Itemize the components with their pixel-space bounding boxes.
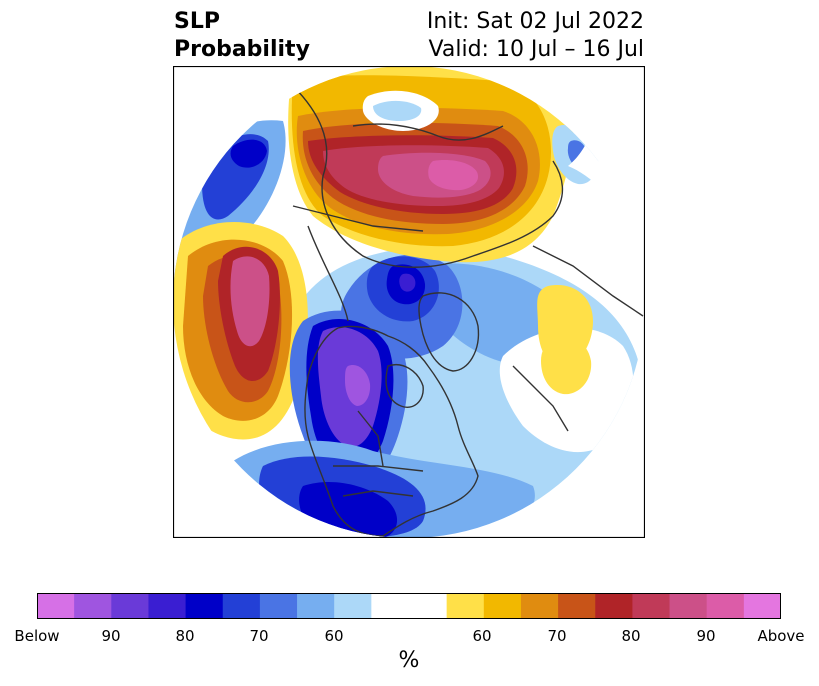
colorbar-cell [74, 593, 112, 619]
colorbar-cell [706, 593, 745, 619]
colorbar-cell [222, 593, 261, 619]
colorbar-tick-label: Below [14, 627, 60, 645]
init-date: Init: Sat 02 Jul 2022 [426, 9, 644, 34]
colorbar-cell [669, 593, 708, 619]
colorbar-tick-label: 70 [249, 627, 269, 645]
colorbar-cell [371, 593, 448, 619]
map-border [173, 66, 645, 538]
colorbar-tick-label: Above [757, 627, 805, 645]
colorbar-tick-label: 60 [324, 627, 344, 645]
colorbar-cell [632, 593, 671, 619]
colorbar-cell [595, 593, 633, 619]
probability-map [173, 66, 645, 538]
colorbar-cell [297, 593, 335, 619]
colorbar-tick-label: 90 [696, 627, 716, 645]
colorbar-cell [334, 593, 372, 619]
colorbar-cell [446, 593, 485, 619]
forecast-dates: Init: Sat 02 Jul 2022 Valid: 10 Jul – 16… [427, 8, 644, 64]
colorbar-tick-label: 80 [175, 627, 195, 645]
colorbar-cell [483, 593, 522, 619]
colorbar-tick-label: 60 [472, 627, 492, 645]
colorbar-tick-label: 70 [547, 627, 567, 645]
colorbar-tick-label: 90 [101, 627, 121, 645]
colorbar-cell [743, 593, 781, 619]
coastlines [292, 85, 644, 537]
valid-range: Valid: 10 Jul – 16 Jul [428, 37, 644, 62]
colorbar-cell [558, 593, 596, 619]
colorbar-cell [37, 593, 75, 619]
colorbar-tick-label: 80 [621, 627, 641, 645]
colorbar-unit-label: % [398, 648, 420, 673]
colorbar-cell [148, 593, 187, 619]
colorbar-cell [520, 593, 559, 619]
colorbar-cell [185, 593, 224, 619]
shaded-probability-field [173, 66, 645, 538]
colorbar-cell [259, 593, 298, 619]
colorbar [37, 593, 781, 619]
colorbar-cell [111, 593, 149, 619]
chart-title: SLP Probability [174, 9, 310, 62]
